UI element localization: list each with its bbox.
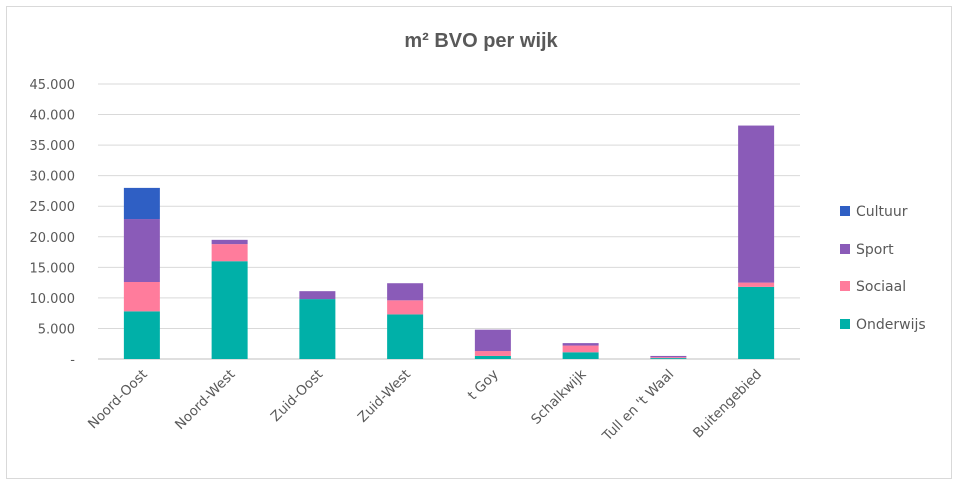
bar-segment-sport: [562, 343, 599, 346]
y-tick-label: 10.000: [30, 292, 76, 307]
bar-segment-sport: [123, 219, 160, 282]
bar-segment-onderwijs: [650, 358, 687, 359]
bar-segment-sociaal: [387, 300, 424, 315]
x-tick-label: Buitengebied: [690, 367, 765, 442]
bar-segment-sport: [474, 329, 511, 352]
bar-segment-onderwijs: [211, 261, 248, 359]
legend-item-onderwijs: Onderwijs: [840, 317, 926, 333]
chart-title: m² BVO per wijk: [404, 30, 558, 52]
y-tick-label: 45.000: [30, 78, 76, 93]
y-tick-label: 40.000: [30, 109, 76, 124]
bar-segment-onderwijs: [562, 352, 599, 359]
bar-segment-onderwijs: [123, 311, 160, 359]
y-tick-label: 25.000: [30, 200, 76, 215]
y-tick-label: 15.000: [30, 261, 76, 276]
legend-item-sociaal: Sociaal: [840, 279, 906, 295]
y-axis-ticks: - 5.000 10.000 15.000 20.000 25.000 30.000 35.0…: [30, 78, 76, 368]
x-tick-label: Zuid-West: [355, 367, 414, 426]
legend-item-sport: Sport: [840, 242, 894, 258]
x-tick-label: Schalkwijk: [528, 366, 589, 427]
legend-swatch: [840, 244, 850, 254]
bar-segment-sociaal: [562, 345, 599, 353]
y-tick-label: 5.000: [38, 322, 75, 337]
x-tick-label: t Goy: [465, 367, 502, 404]
legend-label: Sport: [856, 242, 894, 258]
y-tick-label: 30.000: [30, 170, 76, 185]
bar-segment-sociaal: [474, 351, 511, 356]
legend: Cultuur Sport Sociaal Onderwijs: [840, 204, 926, 333]
legend-swatch: [840, 206, 850, 216]
legend-label: Sociaal: [856, 279, 906, 295]
legend-swatch: [840, 281, 850, 291]
x-tick-label: Noord-West: [172, 367, 238, 433]
bar-segment-sociaal: [738, 282, 775, 287]
bar-segment-onderwijs: [474, 355, 511, 359]
x-axis-ticks: Noord-Oost Noord-West Zuid-Oost Zuid-West t …: [85, 366, 765, 444]
x-tick-label: Tull en 't Waal: [599, 367, 677, 445]
bars: [123, 125, 775, 359]
bar-segment-sport: [299, 291, 336, 300]
bar-segment-onderwijs: [738, 286, 775, 359]
legend-item-cultuur: Cultuur: [840, 204, 908, 220]
bar-segment-sociaal: [211, 244, 248, 262]
y-tick-label: 20.000: [30, 231, 76, 246]
legend-swatch: [840, 319, 850, 329]
bar-segment-cultuur: [123, 187, 160, 220]
gridlines: [98, 83, 800, 360]
bar-segment-onderwijs: [387, 314, 424, 359]
bar-segment-sociaal: [123, 282, 160, 312]
bar-segment-sociaal: [650, 357, 687, 359]
bar-segment-sport: [650, 355, 687, 358]
legend-label: Cultuur: [856, 204, 908, 220]
bar-segment-sport: [387, 283, 424, 301]
chart-frame: [6, 6, 952, 479]
bar-segment-sport: [211, 239, 248, 245]
bar-segment-onderwijs: [299, 299, 336, 359]
legend-label: Onderwijs: [856, 317, 926, 333]
x-tick-label: Noord-Oost: [85, 367, 151, 433]
x-tick-label: Zuid-Oost: [268, 367, 326, 425]
y-tick-label: -: [70, 353, 75, 368]
y-tick-label: 35.000: [30, 139, 76, 154]
bar-segment-sport: [738, 125, 775, 283]
